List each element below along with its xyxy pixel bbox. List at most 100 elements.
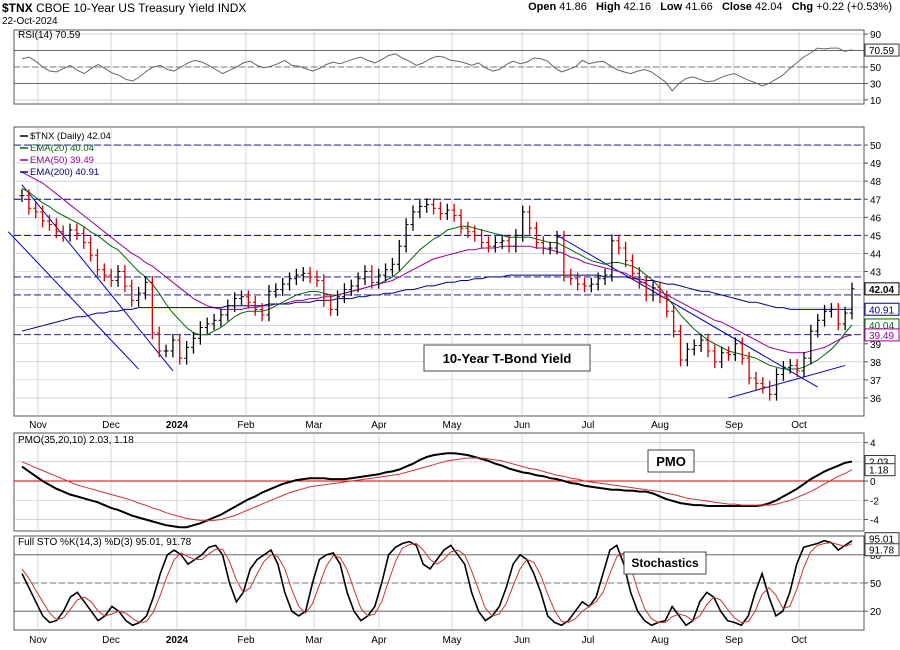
sto-x-label: Jun <box>514 635 530 646</box>
sto-panel-ytick-label: 80 <box>870 551 882 562</box>
price-bar <box>197 321 203 345</box>
price-bar <box>650 281 656 302</box>
rsi-panel-ytick-label: 30 <box>870 79 882 90</box>
price-bar <box>115 265 121 287</box>
pmo-panel-ytick-label: -2 <box>870 496 879 507</box>
price-bar <box>774 368 780 401</box>
price-x-label: Oct <box>791 420 807 431</box>
price-bar <box>705 333 711 358</box>
sto-x-label: Feb <box>237 635 255 646</box>
pmo-panel-ytick-label: 0 <box>870 477 876 488</box>
price-bar <box>540 236 546 255</box>
rsi-panel-ytick-label: 50 <box>870 63 882 74</box>
price-x-label: Sep <box>725 420 743 431</box>
price-bar <box>719 346 725 369</box>
price-legend-item: EMA(200) 40.91 <box>30 167 99 178</box>
price-bar <box>259 303 265 322</box>
chg-label: Chg <box>791 1 814 13</box>
price-bar <box>485 236 491 253</box>
price-x-label: Jul <box>582 420 595 431</box>
price-bar <box>595 272 601 291</box>
rsi-last-badge-label: 70.59 <box>869 46 894 57</box>
low-value: 41.66 <box>685 1 713 13</box>
price-bar <box>561 230 567 282</box>
price-bar <box>678 324 684 367</box>
pmo-last-badge-label: 2.03 <box>869 458 889 469</box>
price-bar <box>691 339 697 356</box>
price-x-label: Dec <box>102 420 120 431</box>
price-panel-ytick-label: 47 <box>870 195 882 206</box>
price-bar <box>458 209 464 235</box>
price-bar <box>383 263 389 282</box>
price-bar <box>424 198 430 213</box>
rsi-line <box>21 47 853 92</box>
price-bar <box>629 254 635 280</box>
price-bar <box>307 266 313 284</box>
symbol: $TNX <box>2 1 33 15</box>
pmo-panel-ytick-label: 4 <box>870 439 876 450</box>
price-bar <box>190 332 196 354</box>
price-bar <box>780 360 786 381</box>
price-bar <box>828 303 834 318</box>
pmo-panel-ytick-label: -4 <box>870 515 879 526</box>
price-bar <box>328 294 334 316</box>
close-value: 42.04 <box>755 1 783 13</box>
price-bar <box>245 290 251 309</box>
price-bar <box>300 266 306 282</box>
price-bar <box>588 277 594 293</box>
price-bar <box>794 359 800 378</box>
price-bar <box>341 283 347 304</box>
pmo-signal-line <box>21 457 853 521</box>
price-bar <box>170 333 176 358</box>
price-bar <box>581 277 587 293</box>
uptrend-line-fall <box>728 364 846 399</box>
price-bar <box>444 203 450 221</box>
ema200-line <box>21 274 853 332</box>
rsi-last-badge <box>864 43 900 57</box>
price-bar <box>177 333 183 365</box>
price-bar <box>849 282 855 320</box>
price-bar <box>684 342 690 367</box>
price-panel-ytick-label: 46 <box>870 213 882 224</box>
price-bar <box>410 205 416 231</box>
price-bar <box>94 248 100 277</box>
price-bar <box>739 337 745 365</box>
price-x-label: Mar <box>305 420 323 431</box>
price-bar <box>163 344 169 358</box>
rsi-panel-ytick-label: 90 <box>870 30 882 41</box>
price-bar <box>787 359 793 374</box>
price-bar <box>287 272 293 291</box>
price-bar <box>136 286 142 307</box>
price-bar <box>33 201 39 219</box>
price-bar <box>129 279 135 307</box>
price-last-badge-label: 40.04 <box>869 321 894 332</box>
high-value: 42.16 <box>623 1 652 13</box>
price-panel-ytick-label: 48 <box>870 177 882 188</box>
price-bar <box>239 290 245 305</box>
pmo-panel-frame <box>13 432 865 532</box>
price-bar <box>554 230 560 255</box>
pmo-line <box>21 452 853 529</box>
price-bar <box>184 341 190 365</box>
price-x-label: Jun <box>514 420 530 431</box>
price-bar <box>19 189 25 202</box>
price-bar <box>108 268 114 287</box>
pmo-last-badge-label: 1.18 <box>869 466 889 477</box>
price-bar <box>726 346 732 361</box>
price-x-label: Aug <box>651 420 669 431</box>
sto-x-label: Sep <box>725 635 743 646</box>
price-bar <box>53 218 59 239</box>
price-bar <box>671 304 677 338</box>
price-legend-item: EMA(50) 39.49 <box>30 155 94 166</box>
price-bar <box>293 268 299 286</box>
ohlc-summary: Open 41.86 High 42.16 Low 41.66 Close 42… <box>528 1 892 13</box>
price-bar <box>204 317 210 334</box>
price-bar <box>616 234 622 255</box>
downtrend-line-upper <box>21 184 174 372</box>
price-bar <box>280 277 286 296</box>
price-bar <box>815 313 821 338</box>
price-bar <box>472 225 478 242</box>
price-panel-ytick-label: 39 <box>870 340 882 351</box>
price-bar <box>760 377 766 394</box>
pmo-legend: PMO(35,20,10) 2.03, 1.18 <box>18 435 134 446</box>
